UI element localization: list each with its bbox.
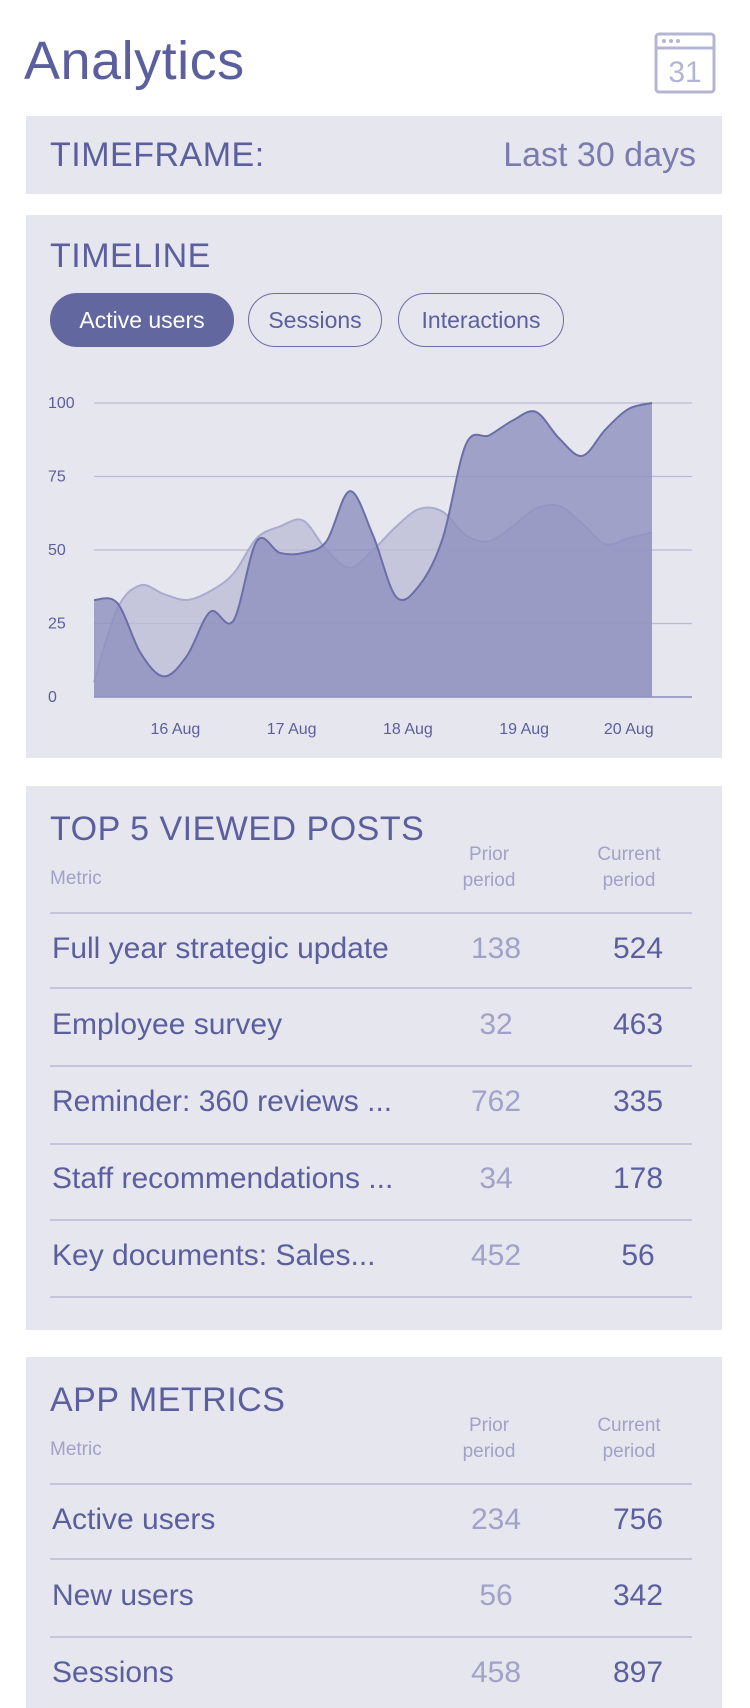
timeline-card: TIMELINE Active users Sessions Interacti… <box>26 215 722 758</box>
calendar-icon[interactable]: 31 <box>654 32 716 94</box>
current-header-line1: Current <box>597 1415 661 1436</box>
page-title: Analytics <box>24 31 245 91</box>
divider <box>50 1558 692 1560</box>
x-tick-label: 18 Aug <box>383 721 433 738</box>
top-posts-card: TOP 5 VIEWED POSTS Metric Prior period C… <box>26 786 722 1330</box>
timeframe-card: TIMEFRAME: Last 30 days <box>26 116 722 194</box>
x-tick-label: 20 Aug <box>604 721 654 738</box>
table-row[interactable]: Sessions 458 897 <box>50 1638 692 1708</box>
table-row[interactable]: Key documents: Sales... 452 56 <box>50 1221 692 1297</box>
prior-period-header: Prior period <box>434 842 544 894</box>
tab-active-users[interactable]: Active users <box>50 293 234 347</box>
chart-y-ticks: 0 25 50 75 100 <box>48 395 75 706</box>
table-row[interactable]: Active users 234 756 <box>50 1485 692 1561</box>
table-row[interactable]: Reminder: 360 reviews ... 762 335 <box>50 1067 692 1143</box>
divider <box>50 1296 692 1298</box>
series-line-2 <box>93 402 653 678</box>
calendar-day: 31 <box>668 56 701 89</box>
prior-period-header: Prior period <box>434 1413 544 1465</box>
prior-value: 138 <box>470 932 522 965</box>
prior-value: 56 <box>479 1579 513 1612</box>
table-row[interactable]: Staff recommendations ... 34 178 <box>50 1144 692 1220</box>
post-name: Staff recommendations ... <box>52 1162 394 1195</box>
metric-column-header: Metric <box>50 868 102 889</box>
post-name: Reminder: 360 reviews ... <box>52 1085 393 1118</box>
chart-x-ticks: 16 Aug 17 Aug 18 Aug 19 Aug 20 Aug <box>150 721 653 738</box>
post-name: Key documents: Sales... <box>52 1239 376 1272</box>
prior-header-line2: period <box>462 1441 516 1462</box>
current-header-line2: period <box>602 1441 656 1462</box>
posts-title: TOP 5 VIEWED POSTS <box>50 810 425 848</box>
y-tick-label: 50 <box>48 542 66 559</box>
current-period-header: Current period <box>574 842 684 894</box>
table-row[interactable]: New users 56 342 <box>50 1561 692 1637</box>
tab-interactions[interactable]: Interactions <box>398 293 564 347</box>
current-value: 897 <box>612 1656 664 1689</box>
metric-name: New users <box>52 1579 194 1612</box>
y-tick-label: 25 <box>48 616 66 633</box>
x-tick-label: 17 Aug <box>267 721 317 738</box>
y-tick-label: 100 <box>48 395 75 412</box>
prior-header-line1: Prior <box>468 1415 510 1436</box>
divider <box>50 912 692 914</box>
timeframe-selector[interactable]: Last 30 days <box>503 136 696 174</box>
metric-column-header: Metric <box>50 1439 102 1460</box>
prior-value: 34 <box>479 1162 513 1195</box>
prior-value: 234 <box>470 1503 522 1536</box>
current-header-line2: period <box>602 870 656 891</box>
post-name: Employee survey <box>52 1008 283 1041</box>
table-row[interactable]: Full year strategic update 138 524 <box>50 914 692 990</box>
current-value: 463 <box>612 1008 664 1041</box>
divider <box>50 1065 692 1067</box>
series-area-2 <box>94 403 652 697</box>
metrics-title: APP METRICS <box>50 1381 286 1419</box>
tab-sessions[interactable]: Sessions <box>248 293 382 347</box>
current-value: 56 <box>621 1239 655 1272</box>
y-tick-label: 0 <box>48 689 57 706</box>
prior-value: 458 <box>470 1656 522 1689</box>
timeframe-label: TIMEFRAME: <box>50 136 265 174</box>
header: Analytics 31 <box>0 0 750 110</box>
metric-name: Sessions <box>52 1656 174 1689</box>
x-tick-label: 16 Aug <box>150 721 200 738</box>
prior-value: 452 <box>470 1239 522 1272</box>
divider <box>50 1636 692 1638</box>
table-row[interactable]: Employee survey 32 463 <box>50 990 692 1066</box>
current-period-header: Current period <box>574 1413 684 1465</box>
chart-areas <box>93 402 692 698</box>
metric-name: Active users <box>52 1503 216 1536</box>
x-tick-label: 19 Aug <box>499 721 549 738</box>
divider <box>50 1219 692 1221</box>
prior-header-line2: period <box>462 870 516 891</box>
prior-value: 32 <box>479 1008 513 1041</box>
app-metrics-card: APP METRICS Metric Prior period Current … <box>26 1357 722 1708</box>
divider <box>50 987 692 989</box>
current-value: 335 <box>612 1085 664 1118</box>
divider <box>50 1483 692 1485</box>
timeline-title: TIMELINE <box>50 237 211 275</box>
current-header-line1: Current <box>597 844 661 865</box>
post-name: Full year strategic update <box>52 932 389 965</box>
current-value: 524 <box>612 932 664 965</box>
current-value: 756 <box>612 1503 664 1536</box>
current-value: 178 <box>612 1162 664 1195</box>
timeline-chart: 0 25 50 75 100 16 Aug 17 Aug 18 Aug 19 Aug 20 Au… <box>48 395 692 738</box>
divider <box>50 1143 692 1145</box>
current-value: 342 <box>612 1579 664 1612</box>
prior-header-line1: Prior <box>468 844 510 865</box>
y-tick-label: 75 <box>48 469 66 486</box>
prior-value: 762 <box>470 1085 522 1118</box>
